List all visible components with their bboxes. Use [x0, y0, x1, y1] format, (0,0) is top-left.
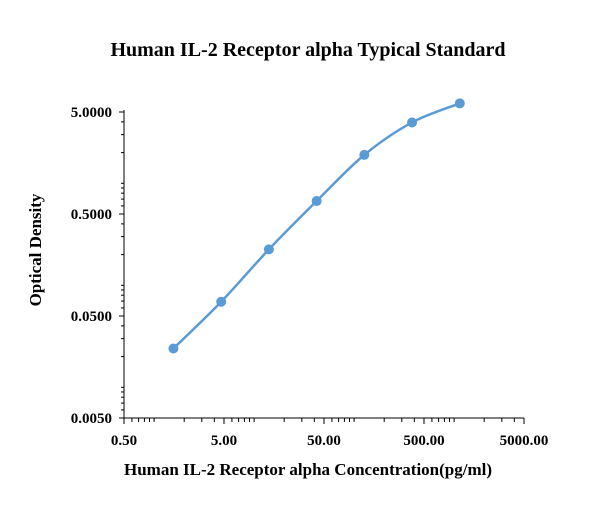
- x-tick-label: 0.50: [111, 433, 137, 449]
- data-points-layer: [168, 98, 465, 354]
- x-tick-label: 500.00: [403, 433, 444, 449]
- data-point: [311, 196, 322, 207]
- fit-curve: [172, 102, 461, 350]
- data-point: [407, 117, 418, 128]
- y-tick-label: 0.5000: [71, 207, 112, 223]
- data-point: [263, 244, 274, 255]
- x-tick-label: 5000.00: [500, 433, 549, 449]
- y-tick-label: 0.0050: [71, 411, 112, 427]
- data-point: [454, 98, 465, 109]
- y-tick-label: 5.0000: [71, 105, 112, 121]
- y-tick-label: 0.0500: [71, 309, 112, 325]
- data-point: [216, 296, 227, 307]
- x-tick-label: 50.00: [307, 433, 341, 449]
- y-axis-title: Optical Density: [26, 193, 45, 306]
- fit-curve-layer: [172, 102, 461, 350]
- x-tick-label: 5.00: [211, 433, 237, 449]
- data-point: [359, 149, 370, 160]
- chart-title: Human IL-2 Receptor alpha Typical Standa…: [110, 39, 505, 61]
- data-point: [168, 343, 179, 354]
- x-axis-title: Human IL-2 Receptor alpha Concentration(…: [124, 460, 492, 479]
- axes: 5.0000 0.5000 0.0500 0.0050 0.50 5.00 50.00 500…: [71, 105, 549, 449]
